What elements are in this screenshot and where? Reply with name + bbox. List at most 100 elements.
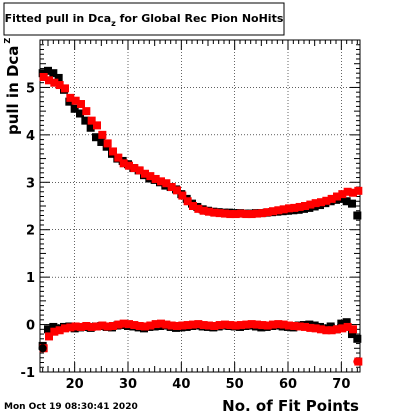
x-tick-label: 30 [119,377,137,392]
y-axis-label-subscript: Z [3,38,12,44]
red-marker [157,319,165,328]
black-marker [97,137,106,146]
black-marker [49,322,58,331]
red-marker [215,321,224,330]
red-marker [162,320,171,329]
red-marker [285,204,293,213]
red-marker [221,320,229,329]
black-marker [54,73,63,82]
black-marker [49,69,58,78]
black-marker [81,116,90,125]
y-axis-label: pull in Dca Z [3,38,22,135]
red-marker [322,196,331,205]
red-marker [167,183,176,192]
red-marker [50,78,59,87]
y-tick-label: 2 [26,224,35,239]
red-marker [135,321,144,330]
red-marker [333,325,341,334]
red-marker [45,76,53,85]
red-marker [349,325,357,334]
red-marker [258,209,267,218]
red-marker [45,332,53,341]
red-marker [258,321,267,330]
red-marker [157,177,165,186]
red-marker [322,326,331,335]
red-marker [55,81,64,90]
red-marker [82,321,91,330]
red-marker [354,186,363,195]
red-marker [39,72,48,81]
red-marker [210,321,219,330]
red-marker [199,206,208,215]
red-marker [253,209,261,218]
red-marker [237,209,245,218]
red-marker [50,327,59,336]
black-marker [348,199,356,208]
y-tick-label: 0 [26,319,35,334]
red-marker [247,320,256,329]
black-marker [348,330,356,339]
red-marker [242,210,251,219]
red-marker [194,320,203,329]
title-box [3,2,285,36]
red-marker [130,164,139,173]
red-marker [333,192,341,201]
black-marker [70,104,79,113]
red-marker [295,202,304,211]
red-marker [77,322,85,331]
red-marker [162,179,171,188]
red-marker [183,321,192,330]
black-marker [44,66,52,75]
red-marker [183,197,192,206]
red-marker [61,324,69,333]
red-marker [55,326,64,335]
data-points [38,66,363,366]
red-marker [205,321,213,330]
red-marker [178,191,187,200]
x-tick-label: 60 [279,377,297,392]
red-marker [285,321,293,330]
axis-ticks: 20 30 40 50 60 70 -1 0 1 2 3 4 5 [21,39,360,392]
red-marker [189,320,197,329]
chart-title: Fitted pull in Dcaz for Global Rec Pion … [5,12,284,28]
red-marker [109,321,117,330]
red-marker [141,322,149,331]
red-marker [317,325,325,334]
black-marker [92,133,100,142]
red-marker [349,188,357,197]
red-marker [125,161,133,170]
red-marker [343,322,352,331]
x-tick-label: 20 [66,377,84,392]
red-marker [290,203,299,212]
black-marker-dot [38,344,47,353]
black-marker [353,334,362,343]
red-marker [226,210,235,219]
red-marker [82,107,91,116]
red-marker [327,194,336,203]
red-marker [242,320,251,329]
timestamp: Mon Oct 19 08:30:41 2020 [4,402,138,412]
red-marker [317,198,325,207]
black-marker [353,211,362,220]
red-marker [87,116,96,125]
red-marker [221,209,229,218]
chart-title-subscript: z [111,19,116,28]
red-marker [311,324,320,333]
red-marker [269,320,277,329]
y-tick-label: 1 [26,271,35,286]
red-marker [167,321,176,330]
red-marker [130,321,139,330]
red-marker [109,147,117,156]
red-marker [306,200,315,209]
red-marker [71,96,80,105]
y-tick-label: 5 [26,81,35,96]
red-marker [194,204,203,213]
red-marker [205,207,213,216]
red-marker [114,320,123,329]
red-marker [98,130,107,139]
red-marker [151,174,160,183]
chart-title-main: Fitted pull in Dca [5,12,112,25]
red-marker [231,321,240,330]
